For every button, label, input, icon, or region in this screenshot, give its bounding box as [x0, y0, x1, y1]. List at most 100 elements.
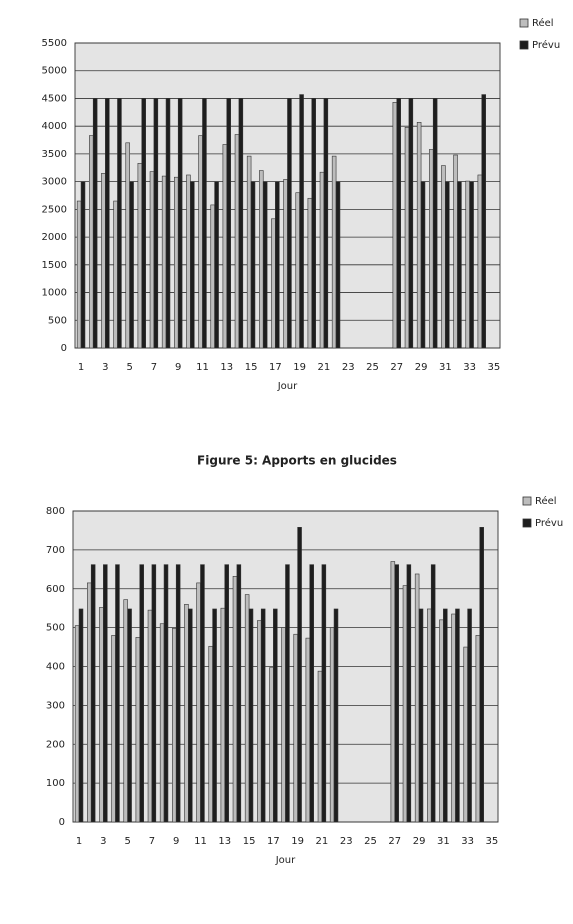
bar	[161, 175, 167, 349]
bar	[80, 181, 86, 349]
bar	[323, 98, 329, 349]
bar	[115, 564, 120, 823]
bar	[479, 527, 484, 823]
x-tick-label: 9	[173, 836, 179, 847]
y-tick-label: 800	[46, 506, 65, 517]
bar	[262, 181, 268, 349]
bar	[445, 181, 450, 349]
x-tick-label: 31	[439, 362, 452, 373]
x-tick-label: 31	[437, 836, 450, 847]
bar	[101, 173, 106, 349]
bar	[281, 627, 286, 823]
y-tick-label: 3500	[42, 149, 67, 160]
bar	[469, 181, 474, 349]
x-tick-label: 29	[413, 836, 426, 847]
bar	[305, 637, 311, 823]
bar	[475, 635, 481, 823]
bar	[87, 582, 92, 823]
bar	[226, 98, 231, 349]
bar	[259, 170, 264, 349]
bar	[453, 154, 458, 349]
bar	[137, 163, 143, 349]
bar	[190, 181, 195, 349]
y-tick-label: 600	[46, 584, 65, 595]
x-tick-label: 17	[269, 362, 282, 373]
x-axis-label: Jour	[277, 381, 298, 392]
y-tick-label: 0	[59, 817, 65, 828]
legend-swatch	[519, 40, 529, 50]
bar	[414, 573, 420, 823]
bar	[441, 165, 446, 349]
bar	[184, 603, 189, 823]
y-tick-label: 1500	[42, 260, 67, 271]
bar	[295, 192, 300, 349]
bar	[457, 181, 462, 349]
bar	[188, 608, 193, 823]
x-tick-label: 21	[318, 362, 331, 373]
x-tick-label: 3	[102, 362, 108, 373]
x-tick-label: 13	[220, 362, 233, 373]
x-tick-label: 15	[243, 836, 256, 847]
x-tick-label: 21	[316, 836, 329, 847]
bar	[439, 619, 444, 823]
bar	[311, 98, 316, 349]
legend-swatch	[522, 496, 532, 506]
bar	[151, 564, 157, 823]
bar	[394, 564, 399, 823]
bar	[299, 94, 304, 349]
bar	[246, 155, 252, 349]
bar	[74, 625, 80, 823]
bar	[402, 585, 408, 823]
bar	[175, 564, 181, 823]
x-tick-label: 27	[390, 362, 403, 373]
bar	[208, 645, 213, 823]
bar	[319, 171, 325, 349]
bar	[139, 564, 144, 823]
bar	[275, 181, 280, 349]
bar	[202, 98, 207, 349]
bar	[333, 608, 339, 823]
bar	[186, 174, 191, 349]
bar	[309, 564, 314, 823]
y-tick-label: 100	[46, 778, 65, 789]
bar	[329, 627, 335, 823]
x-tick-label: 15	[245, 362, 258, 373]
bar	[406, 564, 412, 823]
bar	[92, 98, 98, 349]
x-tick-label: 7	[151, 362, 157, 373]
bar	[159, 623, 165, 823]
bar	[408, 98, 414, 349]
bar	[432, 98, 438, 349]
y-tick-label: 500	[46, 623, 65, 634]
bar	[113, 200, 118, 349]
y-tick-label: 700	[46, 545, 65, 556]
bar	[78, 608, 84, 823]
bar	[222, 144, 228, 349]
bar	[135, 637, 141, 823]
bar	[214, 181, 219, 349]
x-tick-label: 1	[76, 836, 82, 847]
bar	[103, 564, 108, 823]
x-tick-label: 5	[126, 362, 132, 373]
y-tick-label: 200	[46, 739, 65, 750]
y-tick-label: 4000	[42, 121, 67, 132]
legend-swatch	[519, 18, 529, 28]
y-tick-label: 500	[48, 315, 67, 326]
bar	[271, 218, 276, 349]
bar	[396, 98, 401, 349]
x-tick-label: 1	[78, 362, 84, 373]
bar	[285, 564, 290, 823]
bar	[287, 98, 292, 349]
x-tick-label: 11	[194, 836, 207, 847]
bar	[129, 181, 134, 349]
y-tick-label: 5000	[42, 66, 67, 77]
y-tick-label: 400	[46, 662, 65, 673]
bar	[99, 607, 104, 823]
bar	[463, 646, 468, 823]
legend-label: Prévu	[535, 517, 563, 529]
bar	[212, 608, 217, 823]
bar	[481, 94, 486, 349]
x-tick-label: 11	[196, 362, 209, 373]
bar	[250, 181, 256, 349]
